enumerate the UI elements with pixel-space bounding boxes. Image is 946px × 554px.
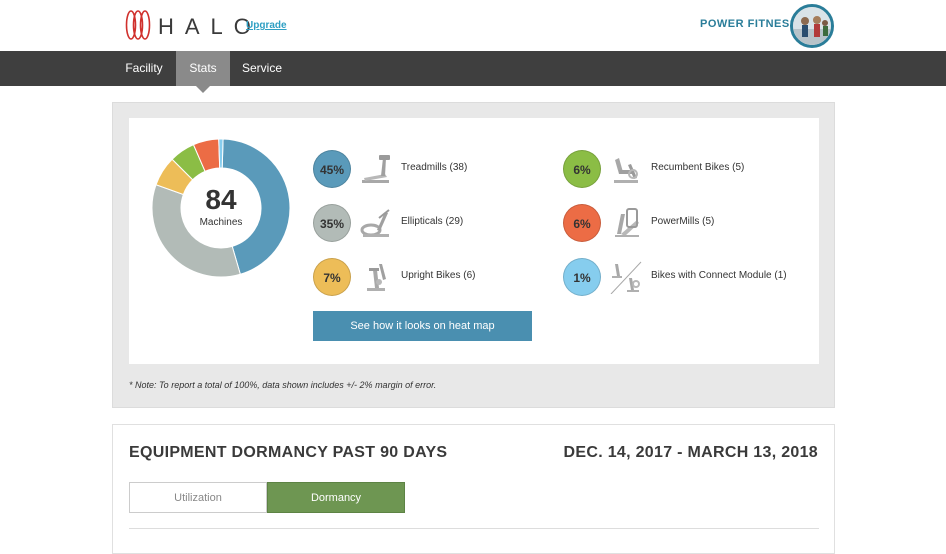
margin-of-error-note: * Note: To report a total of 100%, data … <box>129 380 437 390</box>
legend-item-connect-bikes: 1% Bikes with Connect Module (1) <box>563 258 823 298</box>
legend-badge: 1% <box>563 258 601 296</box>
avatar-image <box>793 7 831 45</box>
tab-facility[interactable]: Facility <box>125 61 163 75</box>
connect-bikes-icon <box>610 261 642 294</box>
legend-label: PowerMills (5) <box>651 216 715 227</box>
legend-badge: 6% <box>563 204 601 242</box>
legend-item-upright-bikes: 7% Upright Bikes (6) <box>313 258 533 298</box>
dormancy-section: EQUIPMENT DORMANCY PAST 90 DAYS DEC. 14,… <box>112 424 835 554</box>
date-range: DEC. 14, 2017 - MARCH 13, 2018 <box>563 444 818 461</box>
stats-panel: 84 Machines 45% Treadmills (38) 35% Elli… <box>112 102 835 408</box>
legend-item-treadmills: 45% Treadmills (38) <box>313 150 533 190</box>
avatar[interactable] <box>790 4 834 48</box>
donut-slice-ellipticals <box>151 184 241 278</box>
logo-text: HALO <box>158 14 262 39</box>
total-machines-label: Machines <box>199 217 243 228</box>
total-machines-value: 84 <box>205 184 237 215</box>
legend-item-ellipticals: 35% Ellipticals (29) <box>313 204 533 244</box>
legend-label: Ellipticals (29) <box>401 216 464 227</box>
tab-dormancy[interactable]: Dormancy <box>267 482 405 513</box>
tab-stats[interactable]: Stats <box>176 51 230 86</box>
equipment-summary-card: 84 Machines 45% Treadmills (38) 35% Elli… <box>129 118 819 364</box>
upright-bike-icon <box>367 264 386 291</box>
header: HALO Upgrade POWER FITNESS <box>0 0 946 51</box>
upgrade-link[interactable]: Upgrade <box>246 20 287 31</box>
powermill-icon <box>615 208 639 237</box>
tab-utilization[interactable]: Utilization <box>129 482 267 513</box>
main-nav: Facility Stats Service <box>0 51 946 86</box>
legend-badge: 45% <box>313 150 351 188</box>
tab-service[interactable]: Service <box>241 61 282 75</box>
donut-slice-treadmills <box>221 138 291 275</box>
recumbent-bike-icon <box>614 158 638 183</box>
section-title: EQUIPMENT DORMANCY PAST 90 DAYS <box>129 444 448 461</box>
legend-badge: 35% <box>313 204 351 242</box>
legend-item-recumbent-bikes: 6% Recumbent Bikes (5) <box>563 150 803 190</box>
active-tab-caret <box>196 86 210 93</box>
legend-label: Upright Bikes (6) <box>401 270 476 281</box>
organization-name: POWER FITNESS <box>700 18 798 30</box>
divider <box>129 528 819 529</box>
legend-label: Recumbent Bikes (5) <box>651 162 745 173</box>
elliptical-icon <box>360 209 390 237</box>
equipment-donut-chart <box>151 138 291 278</box>
legend-badge: 7% <box>313 258 351 296</box>
donut-slice-bikes-with-connect-module <box>218 138 224 169</box>
legend-label: Treadmills (38) <box>401 162 468 173</box>
legend-badge: 6% <box>563 150 601 188</box>
legend-item-powermills: 6% PowerMills (5) <box>563 204 803 244</box>
treadmill-icon <box>362 155 390 183</box>
legend-label: Bikes with Connect Module (1) <box>651 270 787 281</box>
see-heat-map-button[interactable]: See how it looks on heat map <box>313 311 532 341</box>
halo-logo-icon <box>125 10 151 40</box>
